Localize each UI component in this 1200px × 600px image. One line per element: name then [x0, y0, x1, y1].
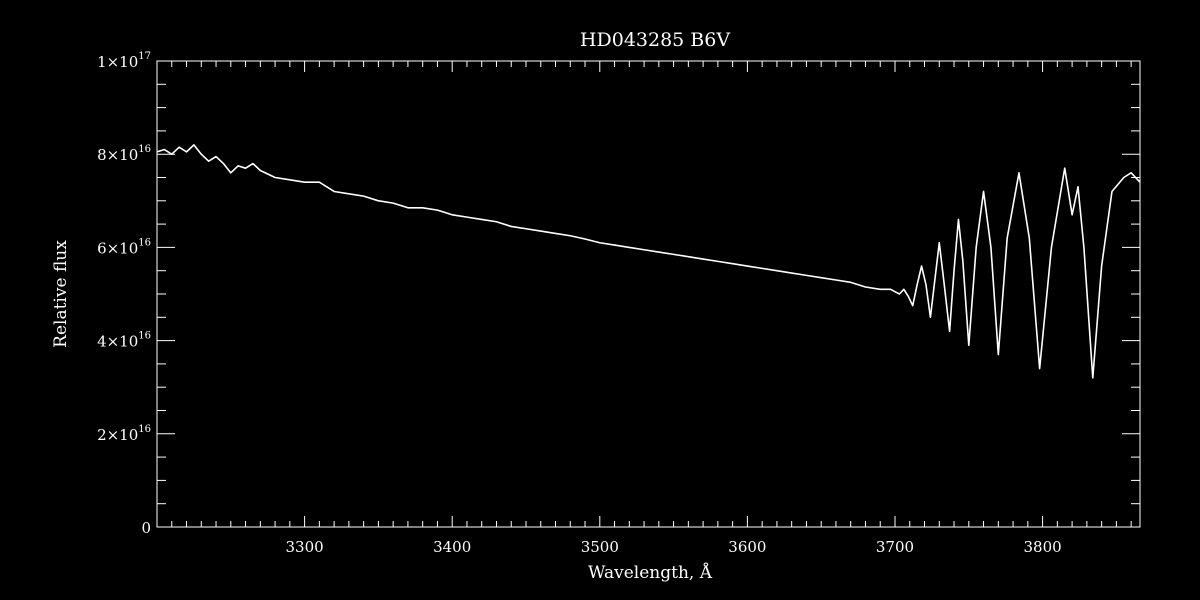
x-tick-labels: 3300 3400 3500 3600 3700 3800 — [286, 538, 1062, 556]
x-axis-label: Wavelength, Å — [588, 562, 713, 583]
y-axis-label: Relative flux — [51, 240, 71, 348]
x-tick-label: 3500 — [581, 538, 619, 556]
plot-frame — [156, 60, 1141, 528]
y-tick-label: 2×1016 — [97, 424, 151, 444]
series-group — [156, 144, 1141, 379]
y-tick-label: 4×1016 — [97, 331, 151, 351]
x-tick-label: 3600 — [728, 538, 766, 556]
x-tick-label: 3400 — [433, 538, 471, 556]
y-tick-label: 0 — [141, 519, 151, 537]
y-tick-labels: 0 2×1016 4×1016 6×1016 8×1016 1×1017 — [97, 51, 151, 537]
x-tick-label: 3800 — [1023, 538, 1061, 556]
spectrum-series-line — [156, 144, 1141, 379]
chart-title: HD043285 B6V — [580, 29, 730, 51]
x-tick-label: 3300 — [286, 538, 324, 556]
y-tick-label: 8×1016 — [97, 144, 151, 164]
y-tick-label: 6×1016 — [97, 237, 151, 257]
x-tick-label: 3700 — [876, 538, 914, 556]
y-tick-label: 1×1017 — [97, 51, 151, 71]
axis-ticks — [156, 60, 1140, 528]
